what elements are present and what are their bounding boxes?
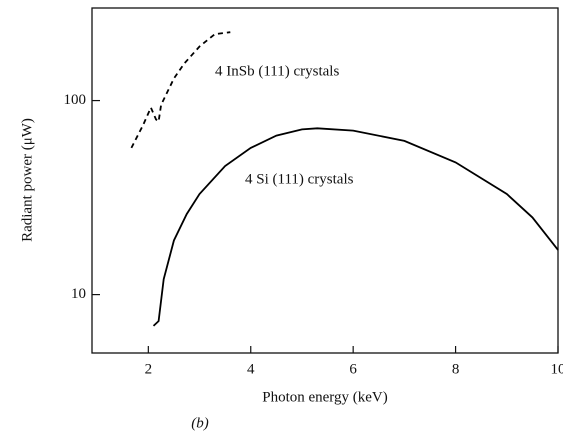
y-tick-label: 10 xyxy=(71,286,86,302)
x-tick-label: 8 xyxy=(452,361,460,377)
y-axis-label: Radiant power (μW) xyxy=(19,118,35,242)
x-axis-label: Photon energy (keV) xyxy=(262,389,388,405)
series-line xyxy=(130,31,231,149)
series-label: 4 Si (111) crystals xyxy=(245,171,354,187)
plot-frame xyxy=(91,7,559,354)
x-tick-label: 4 xyxy=(247,361,255,377)
x-tick-label: 6 xyxy=(349,361,357,377)
x-tick-label: 10 xyxy=(551,361,563,377)
caption: (b) xyxy=(191,415,209,431)
series-line xyxy=(152,127,559,327)
y-tick-label: 100 xyxy=(64,92,87,108)
x-tick-label: 2 xyxy=(145,361,153,377)
series-label: 4 InSb (111) crystals xyxy=(215,63,339,79)
